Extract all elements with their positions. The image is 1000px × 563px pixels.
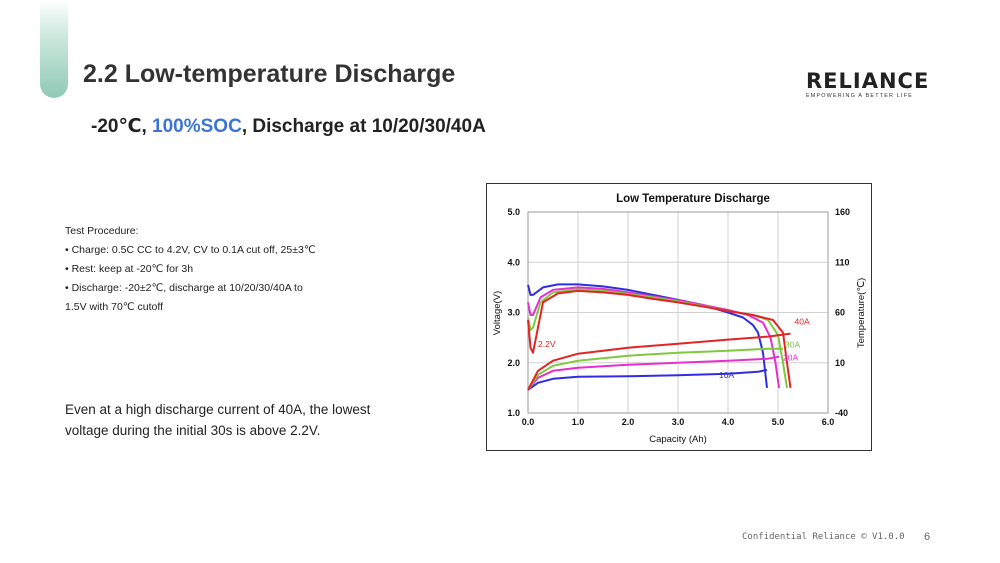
- y2-tick-label: 10: [835, 358, 845, 368]
- chart-frame: [486, 183, 872, 451]
- voltage-line-40a: [527, 289, 792, 389]
- min-voltage-annotation: 2.2V: [538, 339, 556, 349]
- x-tick-label: 0.0: [522, 417, 535, 427]
- accent-bar: [40, 0, 68, 98]
- page-number: 6: [924, 531, 931, 543]
- x-tick-label: 4.0: [722, 417, 735, 427]
- y2-tick-label: 160: [835, 207, 850, 217]
- y-tick-label: 4.0: [507, 257, 520, 267]
- series-label-30a: 30A: [785, 340, 800, 350]
- y2-tick-label: -40: [835, 408, 848, 418]
- x-tick-label: 2.0: [622, 417, 635, 427]
- temperature-line-40a: [527, 332, 791, 391]
- company-logo: RELIANCE EMPOWERING A BETTER LIFE: [806, 70, 946, 99]
- chart-svg: Low Temperature Discharge 0.0 1.0 2.0 3.0 4.…: [486, 183, 872, 451]
- y-tick-label: 1.0: [507, 408, 520, 418]
- x-axis-label: Capacity (Ah): [649, 434, 707, 445]
- test-procedure: Test Procedure: • Charge: 0.5C CC to 4.2…: [65, 222, 316, 317]
- y-tick-label: 3.0: [507, 308, 520, 318]
- voltage-line-30a: [527, 288, 788, 389]
- y-tick-label: 5.0: [507, 207, 520, 217]
- voltage-line-10a: [527, 283, 768, 389]
- x-tick-label: 1.0: [572, 417, 585, 427]
- note-line: voltage during the initial 30s is above …: [65, 423, 321, 438]
- procedure-heading: Test Procedure:: [65, 225, 139, 237]
- x-tick-label: 6.0: [822, 417, 835, 427]
- page-subtitle: -20℃, 100%SOC, Discharge at 10/20/30/40A: [91, 115, 486, 138]
- logo-wordmark: RELIANCE: [806, 69, 930, 93]
- temperature-line-20a: [527, 355, 780, 391]
- page-title: 2.2 Low-temperature Discharge: [83, 60, 456, 88]
- y-tick-label: 2.0: [507, 358, 520, 368]
- y2-axis-label: Temperature(℃): [856, 278, 867, 348]
- subtitle-condition: -20℃,: [91, 116, 153, 137]
- subtitle-soc: 100%SOC: [152, 116, 242, 137]
- y-axis-label: Voltage(V): [492, 291, 503, 335]
- temperature-line-10a: [527, 368, 768, 391]
- series-label-20a: 20A: [783, 353, 798, 363]
- x-tick-label: 5.0: [772, 417, 785, 427]
- procedure-item: 1.5V with 70℃ cutoff: [65, 301, 163, 313]
- chart-title: Low Temperature Discharge: [616, 193, 770, 205]
- temperature-line-30a: [527, 347, 783, 391]
- y2-tick-label: 110: [835, 257, 850, 267]
- note-line: Even at a high discharge current of 40A,…: [65, 402, 371, 417]
- logo-tagline: EMPOWERING A BETTER LIFE: [806, 93, 913, 99]
- procedure-item: • Charge: 0.5C CC to 4.2V, CV to 0.1A cu…: [65, 244, 316, 256]
- x-tick-label: 3.0: [672, 417, 685, 427]
- confidential-footer: Confidential Reliance © V1.0.0: [742, 532, 905, 542]
- series-label-40a: 40A: [795, 317, 810, 327]
- y2-tick-label: 60: [835, 308, 845, 318]
- subtitle-currents: , Discharge at 10/20/30/40A: [241, 116, 486, 137]
- summary-note: Even at a high discharge current of 40A,…: [65, 399, 370, 441]
- procedure-item: • Rest: keep at -20℃ for 3h: [65, 263, 194, 275]
- plot-area-border: [527, 211, 829, 414]
- series-label-10a: 10A: [719, 370, 734, 380]
- procedure-item: • Discharge: -20±2℃, discharge at 10/20/…: [65, 282, 303, 294]
- discharge-chart: Low Temperature Discharge 0.0 1.0 2.0 3.0 4.…: [486, 183, 872, 456]
